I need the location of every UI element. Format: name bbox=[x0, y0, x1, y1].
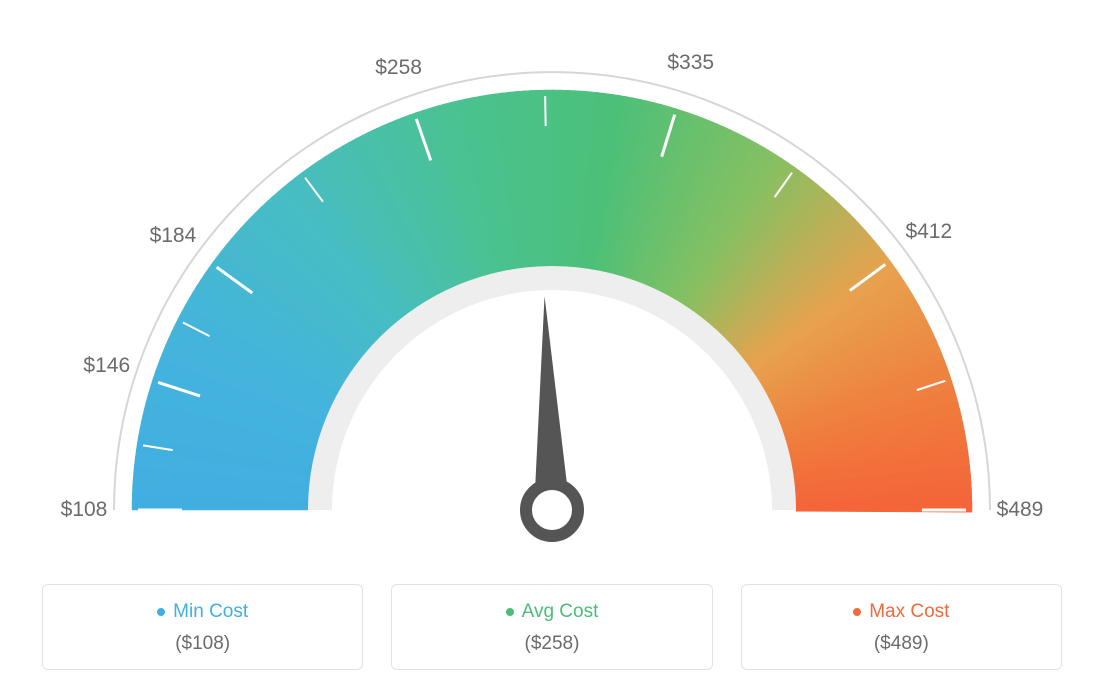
gauge-tick-label: $146 bbox=[83, 354, 130, 378]
gauge-tick-label: $108 bbox=[61, 498, 108, 522]
legend-card-min: Min Cost ($108) bbox=[42, 584, 363, 670]
gauge-tick-label: $184 bbox=[150, 224, 197, 248]
legend-row: Min Cost ($108) Avg Cost ($258) Max Cost… bbox=[42, 584, 1062, 670]
gauge-tick-label: $412 bbox=[905, 220, 952, 244]
gauge-tick-label: $489 bbox=[997, 498, 1044, 522]
gauge-tick-label: $258 bbox=[375, 56, 422, 80]
cost-gauge-widget: $108 $146 $184 $258 $335 $412 $489 Min Cost ($… bbox=[0, 0, 1104, 690]
legend-title-avg: Avg Cost bbox=[506, 601, 599, 623]
legend-value-max: ($489) bbox=[752, 633, 1051, 655]
legend-title-max: Max Cost bbox=[853, 601, 949, 623]
gauge-tick-label: $335 bbox=[667, 51, 714, 75]
legend-label-max: Max Cost bbox=[869, 601, 949, 623]
legend-label-min: Min Cost bbox=[173, 601, 248, 623]
legend-value-avg: ($258) bbox=[402, 633, 701, 655]
legend-value-min: ($108) bbox=[53, 633, 352, 655]
legend-title-min: Min Cost bbox=[157, 601, 248, 623]
legend-dot-max bbox=[853, 608, 861, 616]
gauge-svg bbox=[42, 10, 1062, 550]
legend-card-max: Max Cost ($489) bbox=[741, 584, 1062, 670]
legend-dot-avg bbox=[506, 608, 514, 616]
legend-card-avg: Avg Cost ($258) bbox=[391, 584, 712, 670]
legend-label-avg: Avg Cost bbox=[522, 601, 599, 623]
gauge-area: $108 $146 $184 $258 $335 $412 $489 bbox=[42, 0, 1062, 540]
legend-dot-min bbox=[157, 608, 165, 616]
